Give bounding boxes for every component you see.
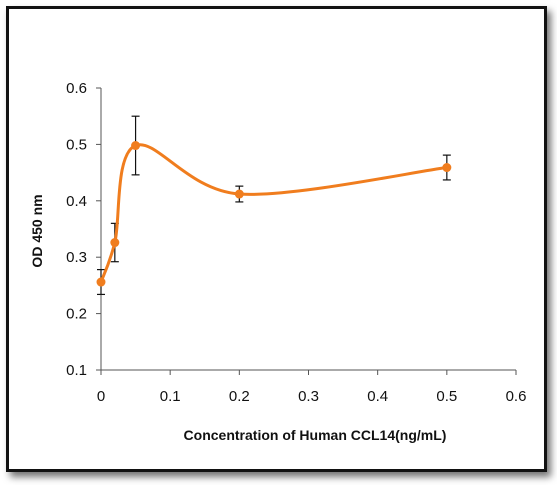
data-points: [96, 141, 452, 287]
data-point: [131, 141, 141, 151]
chart-frame: [6, 6, 547, 472]
x-tick-label: 0: [97, 388, 105, 405]
y-tick-labels: 0.1 0.2 0.3 0.4 0.5 0.6: [66, 80, 87, 379]
x-tick-labels: 0 0.1 0.2 0.3 0.4 0.5 0.6: [97, 388, 527, 405]
y-tick-label: 0.3: [66, 249, 87, 266]
error-bars: [97, 115, 451, 296]
y-tick-label: 0.1: [66, 362, 87, 379]
y-tick-label: 0.6: [66, 80, 87, 97]
series-line: [99, 143, 449, 284]
x-tick-label: 0.1: [160, 388, 181, 405]
y-tick-label: 0.4: [66, 193, 87, 210]
x-axis-label: Concentration of Human CCL14(ng/mL): [184, 427, 447, 443]
data-point: [234, 189, 244, 199]
x-tick-label: 0.3: [298, 388, 319, 405]
y-axis-label: OD 450 nm: [29, 194, 45, 267]
data-point: [96, 277, 106, 287]
data-point: [110, 238, 120, 248]
y-tick-label: 0.2: [66, 306, 87, 323]
x-tick-label: 0.6: [506, 388, 527, 405]
x-tick-label: 0.4: [367, 388, 388, 405]
data-point: [442, 163, 452, 173]
chart-axes: [96, 87, 517, 375]
y-tick-label: 0.5: [66, 136, 87, 153]
x-tick-label: 0.5: [436, 388, 457, 405]
x-tick-label: 0.2: [229, 388, 250, 405]
